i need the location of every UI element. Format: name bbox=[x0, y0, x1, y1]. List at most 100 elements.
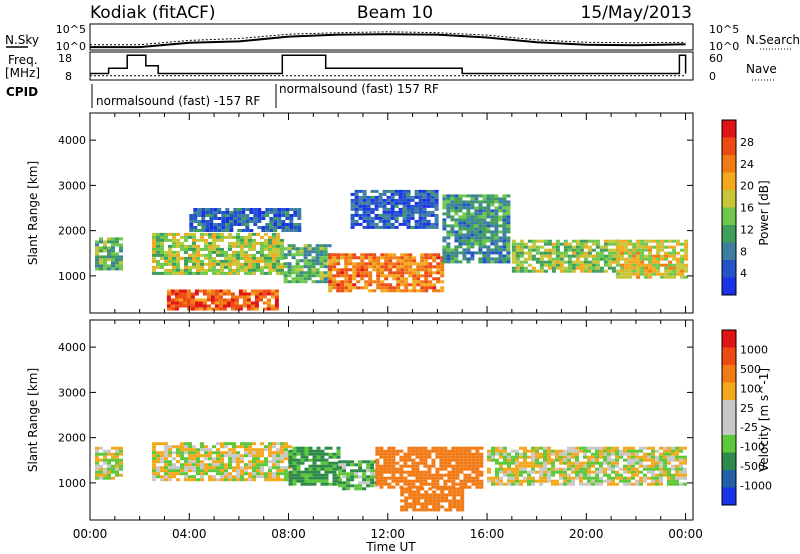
velocity-cell bbox=[412, 502, 417, 506]
power-cell bbox=[462, 227, 467, 231]
beam-title: Beam 10 bbox=[357, 3, 433, 23]
velocity-cell bbox=[379, 455, 384, 459]
velocity-cell bbox=[499, 452, 503, 456]
velocity-cell bbox=[683, 473, 687, 477]
power-cell bbox=[205, 229, 210, 232]
power-cell bbox=[228, 253, 232, 257]
power-cell bbox=[272, 259, 276, 263]
velocity-cell bbox=[607, 455, 611, 459]
velocity-cell bbox=[379, 464, 384, 468]
velocity-cell bbox=[639, 479, 643, 483]
power-cell bbox=[190, 307, 195, 311]
power-cell bbox=[384, 256, 389, 260]
velocity-cell bbox=[631, 455, 635, 459]
velocity-cell bbox=[627, 482, 631, 486]
power-cell bbox=[384, 289, 389, 293]
velocity-cell bbox=[423, 461, 428, 465]
power-cell bbox=[224, 250, 228, 254]
freq-tick-bottom: 8 bbox=[65, 70, 72, 83]
power-cell bbox=[676, 269, 681, 273]
power-cell bbox=[212, 259, 216, 263]
velocity-cell bbox=[354, 484, 359, 488]
power-cell bbox=[273, 211, 278, 214]
power-cell bbox=[430, 195, 435, 199]
velocity-cell bbox=[240, 457, 244, 461]
velocity-cell bbox=[312, 467, 317, 471]
velocity-cell bbox=[575, 449, 579, 453]
velocity-cell bbox=[358, 463, 363, 467]
power-cell bbox=[348, 268, 353, 272]
velocity-cell bbox=[400, 505, 405, 509]
velocity-cell bbox=[415, 464, 420, 468]
velocity-cell bbox=[300, 455, 305, 459]
velocity-cell bbox=[651, 473, 655, 477]
power-cell bbox=[494, 236, 499, 240]
power-cell bbox=[440, 280, 445, 284]
power-cell bbox=[241, 208, 246, 211]
velocity-cell bbox=[571, 461, 575, 465]
power-cell bbox=[502, 197, 507, 201]
power-cell bbox=[470, 200, 475, 204]
power-cell bbox=[285, 229, 290, 232]
power-cell bbox=[374, 201, 379, 205]
power-cell bbox=[370, 210, 375, 214]
velocity-cell bbox=[342, 460, 347, 464]
power-cell bbox=[470, 203, 475, 207]
velocity-cell bbox=[647, 458, 651, 462]
velocity-cell bbox=[503, 467, 507, 471]
power-cell bbox=[208, 262, 212, 266]
velocity-cell bbox=[391, 458, 396, 462]
velocity-cell bbox=[176, 448, 180, 452]
velocity-cell bbox=[479, 482, 484, 486]
power-cell bbox=[360, 274, 365, 278]
power-cell bbox=[236, 250, 240, 254]
velocity-cell bbox=[451, 476, 456, 480]
power-cell bbox=[376, 265, 381, 269]
velocity-cell bbox=[563, 452, 567, 456]
power-cell bbox=[268, 244, 272, 248]
velocity-cell bbox=[220, 460, 224, 464]
power-cell bbox=[668, 275, 673, 279]
velocity-cell bbox=[358, 481, 363, 485]
power-cell bbox=[386, 201, 391, 205]
power-cell bbox=[624, 272, 629, 276]
velocity-colorbar-tick-label: 1000 bbox=[740, 343, 768, 356]
velocity-cell bbox=[515, 461, 519, 465]
power-cell bbox=[656, 242, 661, 246]
power-cell bbox=[236, 268, 240, 272]
velocity-cell bbox=[168, 463, 172, 467]
power-cell bbox=[478, 257, 483, 261]
velocity-cell bbox=[627, 452, 631, 456]
power-cell bbox=[502, 209, 507, 213]
velocity-cell bbox=[379, 470, 384, 474]
velocity-cell bbox=[471, 479, 476, 483]
power-cell bbox=[250, 307, 255, 311]
power-cell bbox=[466, 233, 471, 237]
velocity-cell bbox=[603, 455, 607, 459]
velocity-cell bbox=[204, 463, 208, 467]
power-cell bbox=[474, 215, 479, 219]
power-cell bbox=[454, 209, 459, 213]
velocity-cell bbox=[99, 464, 103, 468]
power-cell bbox=[426, 204, 431, 208]
power-cell bbox=[366, 198, 371, 202]
velocity-cell bbox=[547, 470, 551, 474]
power-cell bbox=[291, 244, 296, 248]
power-cell bbox=[186, 301, 191, 305]
velocity-cell bbox=[435, 473, 440, 477]
velocity-cell bbox=[196, 478, 200, 482]
power-cell bbox=[402, 201, 407, 205]
velocity-cell bbox=[391, 449, 396, 453]
velocity-cell bbox=[220, 478, 224, 482]
velocity-cell bbox=[208, 448, 212, 452]
power-cell bbox=[366, 195, 371, 199]
power-cell bbox=[502, 215, 507, 219]
velocity-cell bbox=[184, 466, 188, 470]
power-cell bbox=[315, 271, 320, 275]
velocity-cell bbox=[350, 472, 355, 476]
velocity-colorbar-swatch bbox=[722, 347, 736, 365]
power-cell bbox=[422, 225, 427, 229]
velocity-cell bbox=[240, 445, 244, 449]
velocity-cell bbox=[292, 446, 297, 450]
